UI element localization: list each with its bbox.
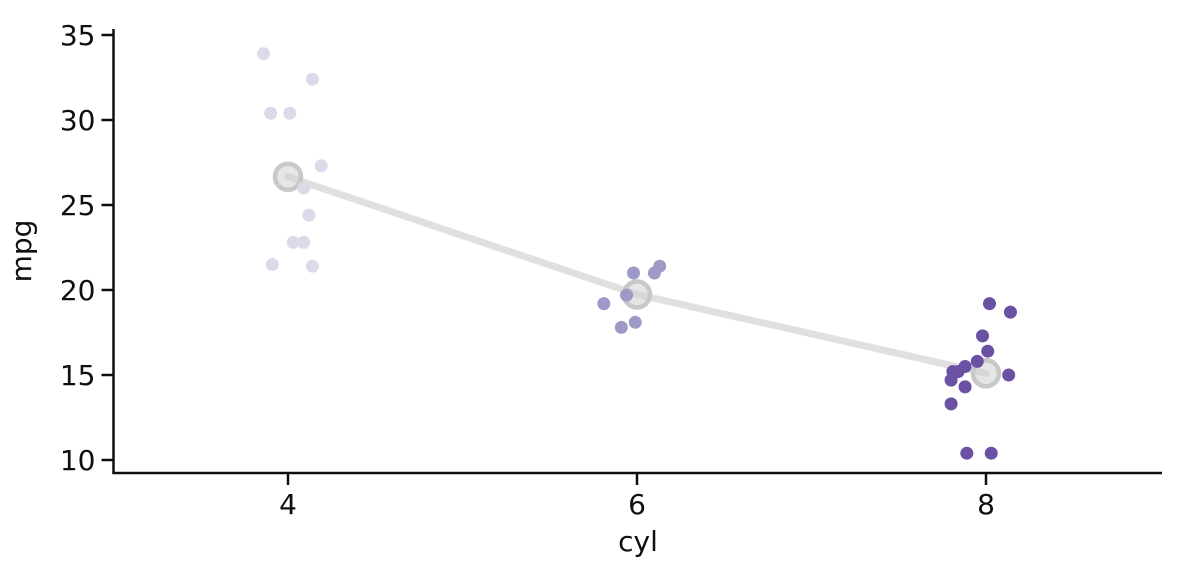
data-point-cyl-6 xyxy=(653,259,667,273)
data-point-cyl-8 xyxy=(984,446,998,460)
y-axis-label: mpg xyxy=(5,219,38,283)
data-point-cyl-4 xyxy=(297,181,311,195)
data-point-cyl-8 xyxy=(1002,368,1016,382)
y-tick-label: 30 xyxy=(60,104,96,137)
x-axis-label: cyl xyxy=(618,525,658,558)
data-point-cyl-4 xyxy=(265,258,279,271)
data-point-cyl-4 xyxy=(283,106,297,120)
data-point-cyl-4 xyxy=(286,235,300,249)
data-point-cyl-8 xyxy=(958,380,972,394)
data-point-cyl-8 xyxy=(970,354,984,368)
y-tick-label: 35 xyxy=(60,19,96,52)
data-point-cyl-4 xyxy=(314,159,328,173)
data-point-cyl-4 xyxy=(264,106,278,120)
data-point-cyl-8 xyxy=(944,397,958,411)
data-point-cyl-6 xyxy=(627,266,641,280)
data-point-cyl-6 xyxy=(597,297,611,311)
y-tick-label: 25 xyxy=(60,189,96,222)
data-point-cyl-8 xyxy=(982,297,996,311)
data-point-cyl-6 xyxy=(628,315,642,329)
data-point-cyl-4 xyxy=(305,72,319,86)
mean-marker xyxy=(272,161,304,193)
data-point-cyl-4 xyxy=(257,47,271,61)
x-tick-label: 4 xyxy=(279,488,297,521)
data-point-cyl-4 xyxy=(302,208,316,222)
y-tick-label: 15 xyxy=(60,359,96,392)
data-point-cyl-4 xyxy=(305,259,319,273)
data-point-cyl-8 xyxy=(1003,305,1017,319)
data-point-cyl-6 xyxy=(620,288,634,302)
data-point-cyl-6 xyxy=(614,320,628,334)
y-tick-label: 10 xyxy=(60,444,96,477)
data-point-cyl-8 xyxy=(960,446,974,460)
y-tick-label: 20 xyxy=(60,274,96,307)
data-point-cyl-4 xyxy=(297,235,311,249)
data-point-cyl-8 xyxy=(976,329,990,343)
x-tick-label: 6 xyxy=(628,488,646,521)
data-point-cyl-8 xyxy=(944,373,958,387)
x-tick-label: 8 xyxy=(977,488,995,521)
data-point-cyl-8 xyxy=(981,344,995,358)
